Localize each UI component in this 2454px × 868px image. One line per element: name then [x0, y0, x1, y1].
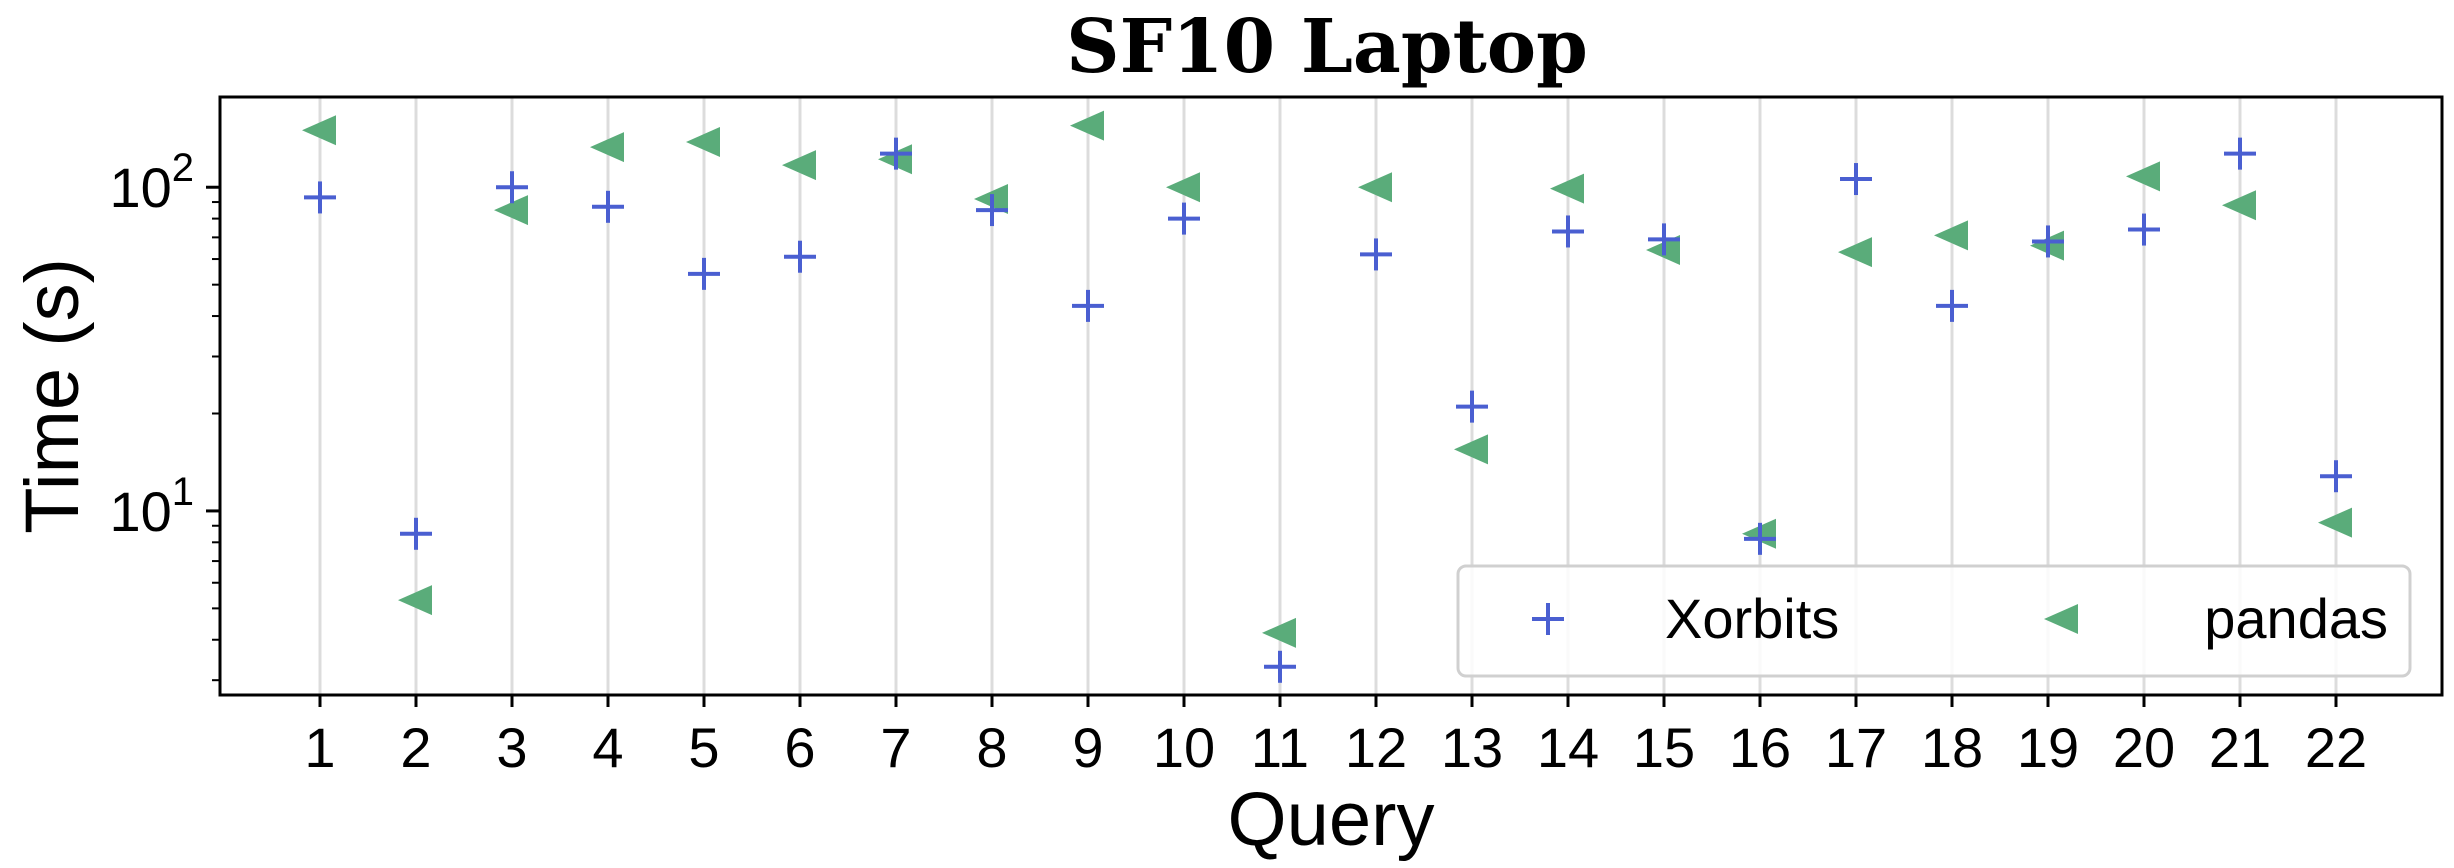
xorbits-point [1360, 238, 1392, 271]
x-tick-label: 9 [1072, 716, 1103, 779]
x-tick-label: 22 [2305, 716, 2367, 779]
pandas-point [2318, 507, 2352, 538]
pandas-point [782, 150, 816, 181]
xorbits-point [1552, 215, 1584, 248]
xorbits-point [1840, 163, 1872, 196]
x-tick-label: 13 [1441, 716, 1503, 779]
x-tick-label: 17 [1825, 716, 1887, 779]
xorbits-point [880, 137, 912, 170]
xorbits-point [304, 181, 336, 214]
xorbits-point [976, 194, 1008, 227]
xorbits-point [1744, 522, 1776, 555]
xorbits-point [2128, 213, 2160, 246]
xorbits-point [2320, 460, 2352, 493]
x-tick-label: 19 [2017, 716, 2079, 779]
chart-title: SF10 Laptop [1066, 4, 1588, 90]
x-tick-label: 3 [496, 716, 527, 779]
legend-marker [1532, 603, 1564, 635]
pandas-point [1262, 617, 1296, 648]
pandas-point [2126, 161, 2160, 192]
pandas-point [1550, 173, 1584, 204]
legend-marker [2044, 604, 2078, 634]
x-tick-label: 4 [592, 716, 623, 779]
x-tick-label: 10 [1153, 716, 1215, 779]
x-tick-label: 5 [688, 716, 719, 779]
pandas-point [494, 195, 528, 226]
x-tick-label: 1 [304, 716, 335, 779]
plot-frame [218, 95, 2444, 697]
pandas-point [398, 585, 432, 616]
xorbits-point [784, 240, 816, 273]
y-axis-label: Time (s) [10, 258, 95, 534]
x-tick-label: 18 [1921, 716, 1983, 779]
pandas-point [1838, 237, 1872, 268]
data-points [302, 110, 2352, 683]
y-axis-ticks: 101 102 [109, 146, 220, 682]
legend-box [1456, 564, 2412, 678]
pandas-point [1934, 220, 1968, 251]
xorbits-point [400, 517, 432, 550]
xorbits-point [2224, 137, 2256, 170]
y-tick-label: 101 [109, 470, 194, 543]
xorbits-point [1168, 202, 1200, 235]
legend-label: pandas [2204, 587, 2388, 650]
x-tick-label: 2 [400, 716, 431, 779]
xorbits-point [1648, 223, 1680, 256]
x-tick-label: 14 [1537, 716, 1599, 779]
x-tick-label: 8 [976, 716, 1007, 779]
xorbits-point [496, 171, 528, 204]
pandas-point [1358, 172, 1392, 203]
x-tick-label: 6 [784, 716, 815, 779]
xorbits-point [592, 190, 624, 223]
x-tick-label: 15 [1633, 716, 1695, 779]
pandas-point [686, 126, 720, 157]
x-tick-label: 11 [1251, 716, 1309, 779]
legend: Xorbits pandas [1456, 564, 2412, 678]
pandas-point [1166, 172, 1200, 203]
xorbits-point [1936, 289, 1968, 322]
y-tick-label: 102 [109, 146, 194, 219]
x-axis-label: Query [1228, 777, 1435, 862]
pandas-point [590, 132, 624, 163]
x-tick-label: 20 [2113, 716, 2175, 779]
pandas-point [1070, 110, 1104, 141]
xorbits-point [1264, 650, 1296, 683]
x-axis-ticks: 1 2 3 4 5 6 7 8 9 10 11 12 13 14 15 16 17 18 19 20 21 22 [304, 695, 2367, 779]
xorbits-point [1072, 289, 1104, 322]
xorbits-point [688, 257, 720, 290]
x-tick-label: 12 [1345, 716, 1407, 779]
xorbits-point [2032, 225, 2064, 258]
pandas-point [1454, 434, 1488, 465]
legend-label: Xorbits [1665, 587, 1839, 650]
pandas-point [302, 115, 336, 146]
xorbits-point [1456, 390, 1488, 423]
x-tick-label: 7 [880, 716, 911, 779]
x-tick-label: 16 [1729, 716, 1791, 779]
x-tick-label: 21 [2209, 716, 2271, 779]
pandas-point [2222, 190, 2256, 221]
